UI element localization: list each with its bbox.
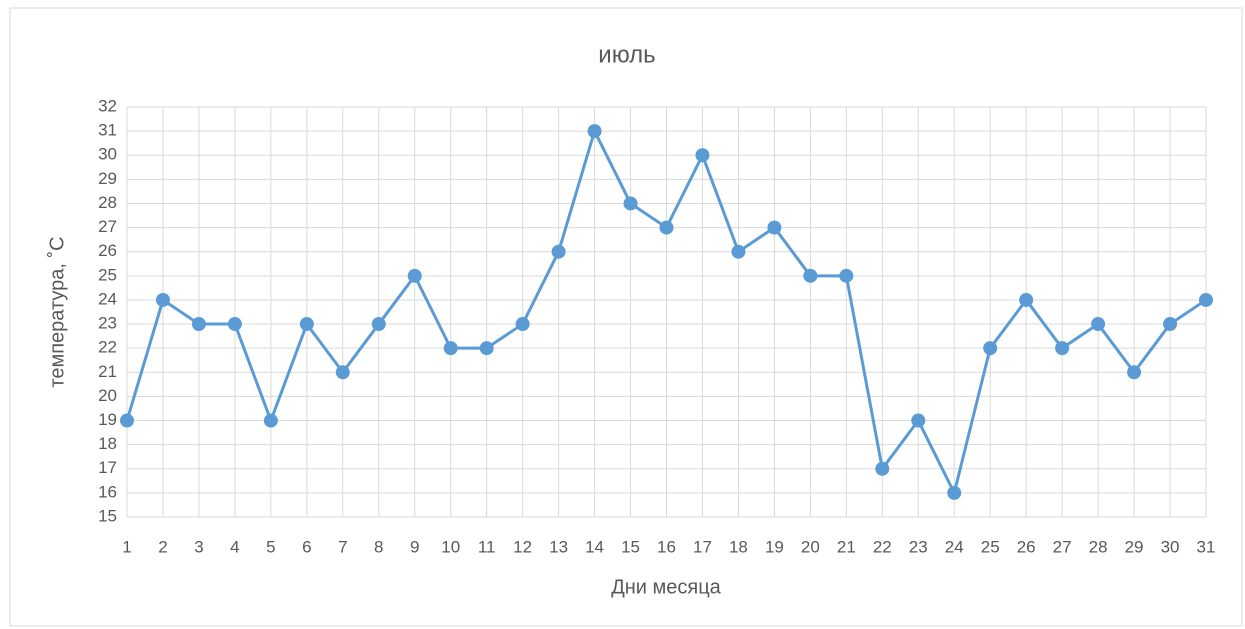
point <box>335 365 350 380</box>
point <box>515 317 530 332</box>
point <box>947 485 962 500</box>
point <box>731 244 746 259</box>
point <box>551 244 566 259</box>
y-axis-label: температура, ˚С <box>46 236 68 387</box>
x-tick-label: 9 <box>410 537 419 556</box>
point <box>227 317 242 332</box>
y-tick-label: 26 <box>98 241 117 260</box>
x-tick-label: 1 <box>122 537 131 556</box>
y-tick-label: 20 <box>98 386 117 405</box>
point <box>587 124 602 139</box>
x-axis-label: Дни месяца <box>611 576 721 598</box>
x-tick-label: 17 <box>693 537 712 556</box>
x-tick-label: 29 <box>1125 537 1144 556</box>
x-tick-label: 20 <box>801 537 820 556</box>
x-tick-label: 6 <box>302 537 311 556</box>
chart-frame <box>9 7 1243 627</box>
point <box>191 317 206 332</box>
point <box>155 292 170 307</box>
point <box>839 268 854 283</box>
point <box>911 413 926 428</box>
y-tick-label: 32 <box>98 96 117 115</box>
x-tick-label: 3 <box>194 537 203 556</box>
x-tick-label: 18 <box>729 537 748 556</box>
point <box>299 317 314 332</box>
x-tick-label: 16 <box>657 537 676 556</box>
y-tick-label: 19 <box>98 410 117 429</box>
x-tick-label: 4 <box>230 537 239 556</box>
point <box>371 317 386 332</box>
y-tick-label: 23 <box>98 314 117 333</box>
point <box>623 196 638 211</box>
point <box>875 461 890 476</box>
y-tick-label: 30 <box>98 145 117 164</box>
y-tick-label: 25 <box>98 265 117 284</box>
x-tick-label: 21 <box>837 537 856 556</box>
x-tick-label: 2 <box>158 537 167 556</box>
point <box>1091 317 1106 332</box>
x-tick-label: 27 <box>1053 537 1072 556</box>
y-tick-label: 15 <box>98 506 117 525</box>
chart-title: июль <box>598 41 655 68</box>
x-tick-label: 28 <box>1089 537 1108 556</box>
y-tick-label: 18 <box>98 434 117 453</box>
y-tick-label: 17 <box>98 458 117 477</box>
x-tick-label: 23 <box>909 537 928 556</box>
x-tick-label: 22 <box>873 537 892 556</box>
x-tick-label: 25 <box>981 537 1000 556</box>
x-tick-label: 10 <box>441 537 460 556</box>
x-tick-label: 7 <box>338 537 347 556</box>
y-tick-label: 21 <box>98 362 117 381</box>
point <box>479 341 494 356</box>
x-tick-label: 15 <box>621 537 640 556</box>
y-tick-label: 29 <box>98 169 117 188</box>
x-tick-label: 12 <box>513 537 532 556</box>
x-tick-label: 30 <box>1161 537 1180 556</box>
y-tick-label: 24 <box>98 289 117 308</box>
point <box>407 268 422 283</box>
point <box>767 220 782 235</box>
x-tick-label: 11 <box>478 537 496 556</box>
point <box>803 268 818 283</box>
point <box>695 148 710 163</box>
x-tick-label: 24 <box>945 537 964 556</box>
x-tick-label: 19 <box>765 537 784 556</box>
x-tick-label: 8 <box>374 537 383 556</box>
point <box>1127 365 1142 380</box>
y-tick-label: 31 <box>98 121 117 140</box>
point <box>1019 292 1034 307</box>
x-tick-label: 13 <box>549 537 568 556</box>
point <box>263 413 278 428</box>
y-tick-label: 22 <box>98 338 117 357</box>
point <box>1163 317 1178 332</box>
point <box>443 341 458 356</box>
x-tick-label: 5 <box>266 537 275 556</box>
y-tick-label: 16 <box>98 482 117 501</box>
x-tick-label: 26 <box>1017 537 1036 556</box>
x-tick-label: 31 <box>1197 537 1216 556</box>
y-tick-label: 27 <box>98 217 117 236</box>
point <box>659 220 674 235</box>
y-tick-label: 28 <box>98 193 117 212</box>
point <box>1199 292 1213 307</box>
x-tick-label: 14 <box>585 537 604 556</box>
point <box>120 413 134 428</box>
point <box>983 341 998 356</box>
point <box>1055 341 1070 356</box>
